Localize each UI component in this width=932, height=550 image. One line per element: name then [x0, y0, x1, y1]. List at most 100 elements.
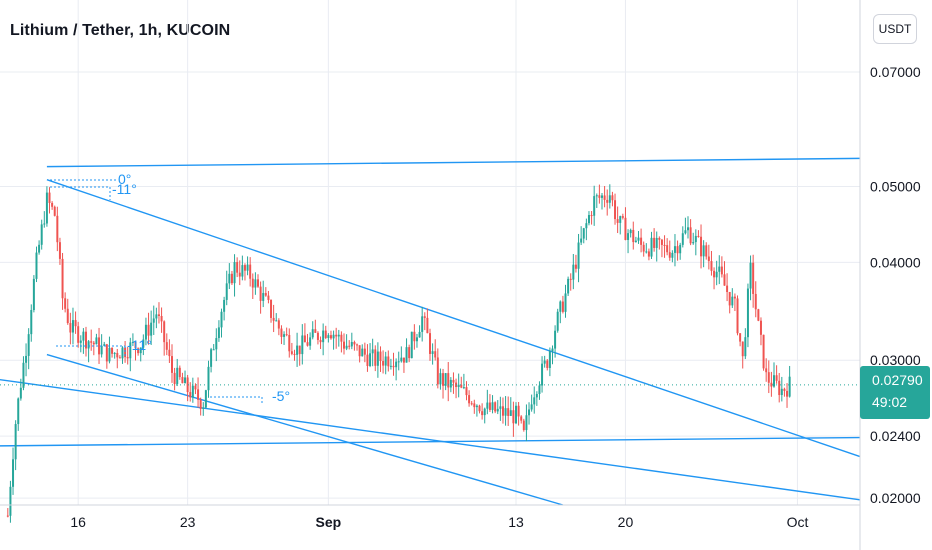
- candle-body: [322, 330, 325, 343]
- candle-body: [280, 328, 283, 337]
- candle-body: [139, 347, 142, 354]
- candle-body: [397, 361, 400, 363]
- candle-body: [567, 278, 570, 294]
- candle-body: [358, 345, 361, 357]
- candle-body: [144, 324, 147, 340]
- candle-body: [335, 334, 338, 337]
- candle-body: [556, 311, 559, 331]
- candle-body: [337, 334, 340, 337]
- candle-body: [569, 278, 572, 280]
- candle-body: [481, 411, 484, 416]
- candle-body: [585, 223, 588, 229]
- candle-body: [507, 408, 510, 416]
- candle-body: [447, 373, 450, 388]
- candle-body: [762, 334, 765, 369]
- candle-body: [340, 334, 343, 342]
- candle-body: [275, 320, 278, 322]
- candle-body: [38, 244, 41, 253]
- price-tick-label: 0.04000: [870, 254, 921, 270]
- candle-body: [462, 387, 465, 389]
- candle-body: [324, 330, 327, 338]
- candle-body: [752, 262, 755, 294]
- candle-body: [371, 349, 374, 354]
- candle-body: [624, 217, 627, 240]
- candle-body: [413, 331, 416, 342]
- candle-body: [306, 342, 309, 346]
- candle-body: [676, 246, 679, 254]
- candle-body: [520, 416, 523, 421]
- candle-body: [319, 339, 322, 343]
- candle-body: [431, 351, 434, 354]
- candle-body: [343, 341, 345, 349]
- candle-body: [528, 409, 531, 416]
- candle-body: [749, 262, 752, 289]
- candle-body: [647, 251, 650, 257]
- candle-body: [199, 399, 202, 409]
- candle-body: [293, 353, 296, 355]
- candle-body: [475, 405, 478, 408]
- angle-annotations: 0° -11° -11° -5°: [50, 171, 290, 404]
- trendline: [46, 157, 861, 168]
- candle-body: [595, 195, 598, 197]
- candle-body: [301, 335, 304, 355]
- candle-body: [619, 216, 622, 223]
- candle-body: [679, 244, 682, 254]
- candle-body: [137, 348, 140, 354]
- candle-body: [666, 245, 669, 253]
- candle-body: [215, 338, 218, 350]
- candle-body: [426, 317, 429, 334]
- candle-body: [384, 356, 387, 366]
- trendline: [46, 353, 564, 506]
- candle-body: [233, 262, 236, 284]
- candle-body: [25, 355, 28, 363]
- time-tick-label: 23: [180, 514, 196, 530]
- candle-body: [363, 348, 366, 355]
- candle-body: [478, 405, 481, 412]
- candle-body: [126, 357, 129, 359]
- candle-body: [251, 278, 254, 288]
- candle-body: [601, 195, 603, 198]
- time-tick-label: 20: [618, 514, 634, 530]
- candle-body: [350, 342, 353, 347]
- candle-body: [30, 310, 33, 335]
- candle-body: [51, 202, 54, 207]
- candle-body: [473, 403, 476, 408]
- candle-body: [533, 397, 536, 405]
- price-tick-label: 0.07000: [870, 64, 921, 80]
- candle-body: [726, 285, 729, 292]
- candle-body: [103, 344, 106, 346]
- candle-body: [241, 265, 244, 277]
- candle-body: [780, 388, 783, 396]
- candle-body: [147, 324, 150, 336]
- candle-body: [27, 334, 30, 356]
- candle-body: [754, 293, 757, 310]
- candle-body: [548, 351, 551, 368]
- candle-body: [655, 237, 658, 248]
- candle-body: [366, 354, 369, 366]
- candle-body: [165, 342, 168, 350]
- candle-body: [720, 266, 723, 275]
- candle-body: [590, 215, 593, 217]
- candle-body: [374, 349, 377, 366]
- candle-body: [452, 379, 455, 383]
- candle-body: [228, 273, 231, 284]
- candle-body: [741, 341, 744, 357]
- candle-body: [778, 380, 781, 396]
- candle-body: [142, 339, 145, 348]
- candle-body: [189, 392, 192, 398]
- candle-body: [723, 274, 726, 286]
- candle-body: [673, 246, 676, 253]
- candle-body: [538, 385, 541, 394]
- candle-body: [400, 357, 403, 362]
- candle-body: [582, 228, 585, 239]
- candle-body: [546, 360, 549, 368]
- candle-body: [530, 404, 533, 410]
- candle-body: [543, 360, 546, 364]
- candle-body: [309, 337, 312, 346]
- candle-body: [56, 215, 59, 243]
- currency-button[interactable]: USDT: [873, 14, 917, 44]
- candle-body: [499, 406, 502, 409]
- candle-body: [191, 385, 194, 398]
